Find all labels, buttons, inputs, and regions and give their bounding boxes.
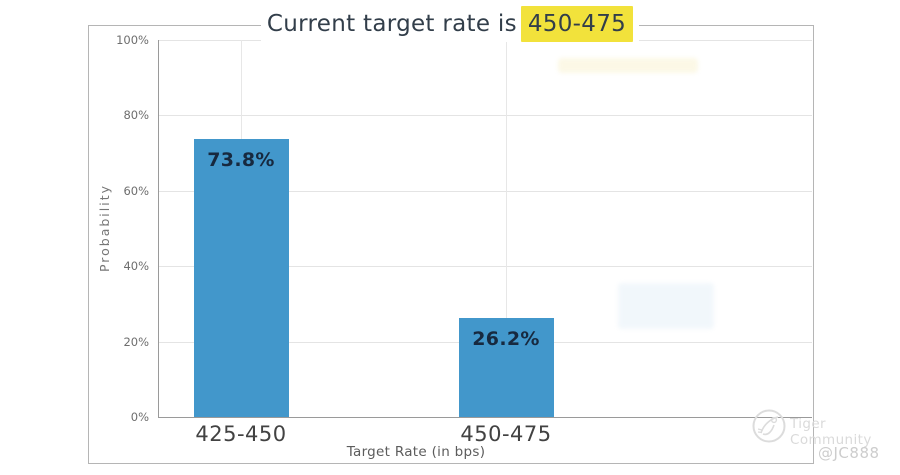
y-tick-label: 80% — [123, 108, 149, 123]
plot-area: Probability Target Rate (in bps) 0% 20% 40… — [97, 33, 812, 460]
tiger-logo-icon — [752, 409, 786, 443]
chart-title: Current target rate is 450-475 — [88, 6, 812, 42]
chart-title-highlight: 450-475 — [520, 6, 634, 42]
ghost-artifact — [558, 58, 698, 73]
probability-bar-450-475[interactable]: 26.2% — [458, 318, 554, 417]
watermark-username: @JC888 — [818, 444, 880, 462]
y-tick-label: 20% — [123, 334, 149, 349]
x-axis-title: Target Rate (in bps) — [346, 444, 486, 460]
probability-bar-425-450[interactable]: 73.8% — [193, 138, 289, 417]
v-gridline — [506, 40, 507, 417]
ghost-artifact — [618, 283, 714, 329]
chart-title-prefix: Current target rate is — [266, 11, 517, 37]
y-axis-title: Probability — [97, 183, 112, 273]
x-category-label: 450-475 — [460, 422, 552, 446]
y-tick-label: 40% — [123, 259, 149, 274]
bar-value-label: 26.2% — [472, 328, 540, 351]
bar-value-label: 73.8% — [207, 148, 275, 171]
h-gridline — [159, 266, 812, 268]
y-tick-label: 60% — [123, 183, 149, 198]
watermark-brand: Tiger Community — [790, 416, 872, 448]
y-tick-label: 100% — [116, 33, 149, 47]
h-gridline — [159, 115, 812, 117]
x-category-label: 425-450 — [195, 422, 287, 446]
chart-title-text: Current target rate is 450-475 — [260, 6, 640, 42]
y-tick-label: 0% — [130, 410, 149, 424]
h-gridline — [159, 190, 812, 192]
